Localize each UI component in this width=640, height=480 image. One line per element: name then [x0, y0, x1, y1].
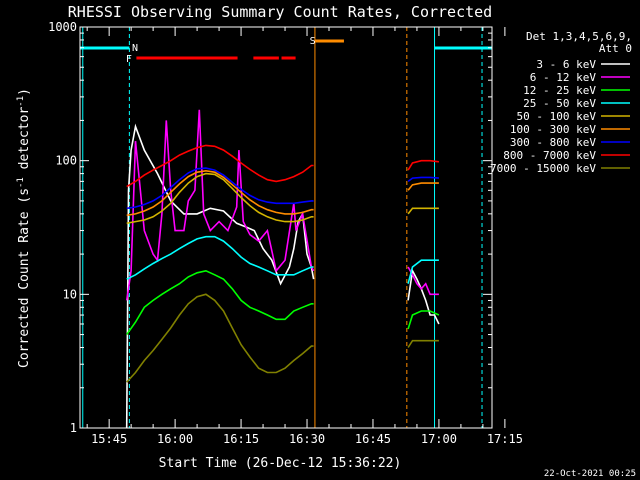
y-tick-label-1: 10 [63, 287, 77, 301]
series-line-2-segment-2 [407, 310, 440, 330]
plot-area: NF S [80, 27, 492, 428]
legend-label-6: 300 - 800 keV [510, 136, 596, 149]
svg-text:Corrected Count Rate (s-1 dete: Corrected Count Rate (s-1 detector-1) [16, 88, 32, 368]
x-tick-label-1: 16:00 [157, 432, 193, 446]
series-line-6 [126, 167, 314, 210]
series-line-5 [126, 169, 314, 217]
series-line-4 [126, 172, 314, 225]
series-line-2 [126, 269, 314, 336]
y-tick-label-3: 1000 [48, 20, 77, 34]
x-tick-label-0: 15:45 [91, 432, 127, 446]
series-line-5-segment-2 [407, 182, 439, 191]
plot-clip-group: NF S [80, 27, 492, 428]
series-line-6-segment-2 [407, 176, 439, 183]
legend-label-2: 12 - 25 keV [523, 84, 596, 97]
legend-header-1: Det 1,3,4,5,6,9, [526, 30, 632, 43]
x-tick-label-2: 16:15 [223, 432, 259, 446]
x-tick-label-5: 17:00 [421, 432, 457, 446]
series-line-4-segment-2 [407, 207, 439, 215]
annotation-s: S [310, 36, 316, 47]
series-line-3-segment-2 [407, 259, 439, 284]
series-line-7-segment-2 [407, 159, 439, 171]
series-line-0-segment-2 [407, 268, 440, 325]
footer-date: 22-Oct-2021 00:25 [544, 469, 636, 479]
y-axis-label: Corrected Count Rate (s-1 detector-1) [16, 88, 32, 368]
legend-label-7: 800 - 7000 keV [503, 149, 596, 162]
chart-title: RHESSI Observing Summary Count Rates, Co… [68, 3, 492, 21]
legend-label-0: 3 - 6 keV [536, 58, 596, 71]
legend-label-1: 6 - 12 keV [530, 71, 597, 84]
y-tick-label-2: 100 [55, 154, 77, 168]
x-axis-label: Start Time (26-Dec-12 15:36:22) [159, 456, 402, 471]
axes: 1 10 100 1000 15:45 16:00 16:15 16:30 16:45 17:00… [48, 20, 523, 446]
legend-label-3: 25 - 50 keV [523, 97, 596, 110]
legend-header-2: Att 0 [599, 42, 632, 55]
legend-label-5: 100 - 300 keV [510, 123, 596, 136]
series-line-1 [125, 109, 315, 301]
series-line-8 [126, 293, 314, 383]
legend-label-8: 7000 - 15000 keV [490, 162, 596, 175]
x-tick-label-3: 16:30 [289, 432, 325, 446]
annotation-f: F [126, 54, 132, 65]
plot-frame [79, 26, 493, 429]
x-tick-label-6: 17:15 [487, 432, 523, 446]
y-tick-label-0: 1 [70, 421, 77, 435]
legend-label-4: 50 - 100 keV [517, 110, 597, 123]
series-line-3 [126, 235, 314, 280]
x-tick-label-4: 16:45 [355, 432, 391, 446]
series-line-1-segment-2 [407, 266, 439, 296]
annotation-n: N [132, 43, 138, 54]
series-line-7 [126, 144, 314, 188]
series-line-8-segment-2 [407, 339, 439, 348]
